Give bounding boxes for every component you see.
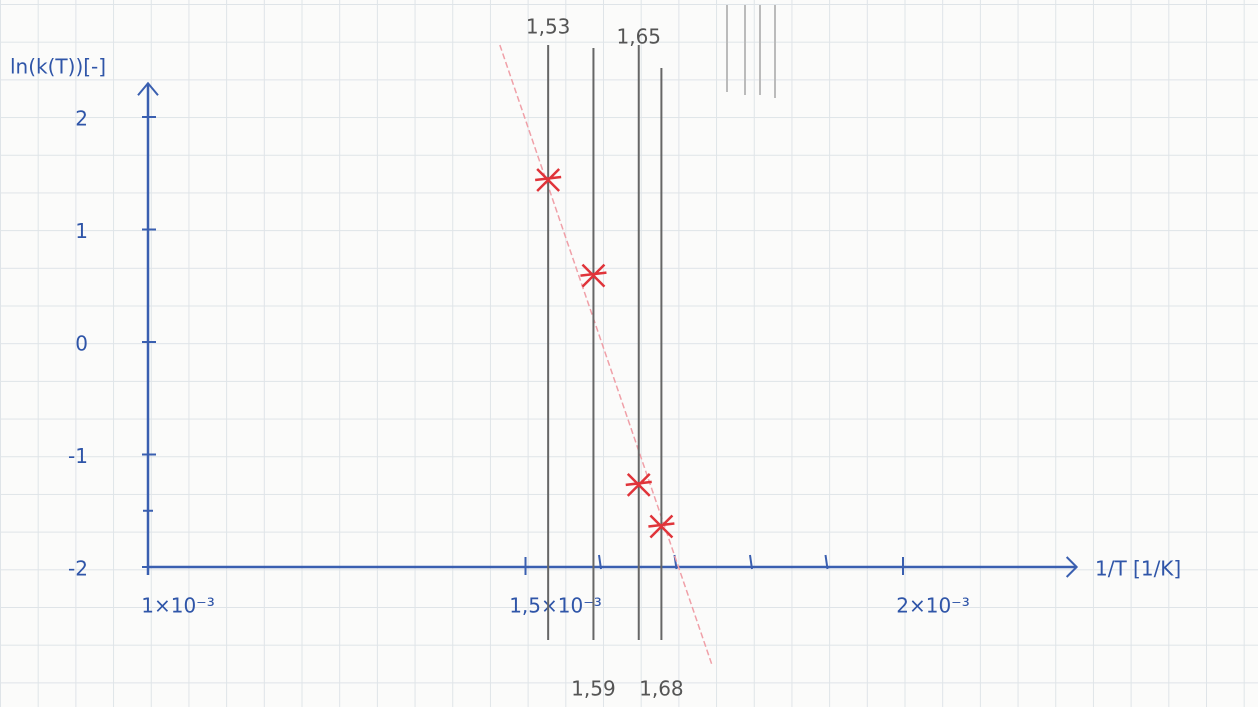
- y-tick-label: -1: [68, 444, 88, 468]
- x-tick-label: 1,5×10⁻³: [509, 594, 602, 618]
- trendline: [500, 45, 712, 665]
- x-axis-label: 1/T [1/K]: [1095, 557, 1181, 581]
- y-tick-label: 0: [75, 332, 88, 356]
- x-tick-label: 2×10⁻³: [896, 594, 970, 618]
- guide-label: 1,68: [639, 677, 684, 701]
- guide-label: 1,59: [571, 677, 616, 701]
- guide-label: 1,53: [526, 15, 571, 39]
- guide-label: 1,65: [616, 25, 661, 49]
- y-axis-label: ln(k(T))[-]: [10, 55, 106, 79]
- page: {"chart_data": {"type": "scatter", "xlab…: [0, 0, 1258, 707]
- x-tick-label: 1×10⁻³: [141, 594, 215, 618]
- chart: ln(k(T))[-] 1/T [1/K] 2 1 0 -1 -2 1×10⁻³ 1,5×1…: [0, 0, 1258, 707]
- y-tick-label: 2: [75, 107, 88, 131]
- pencil-marks: [727, 5, 775, 98]
- y-tick-label: 1: [75, 219, 88, 243]
- y-tick-label: -2: [68, 557, 88, 581]
